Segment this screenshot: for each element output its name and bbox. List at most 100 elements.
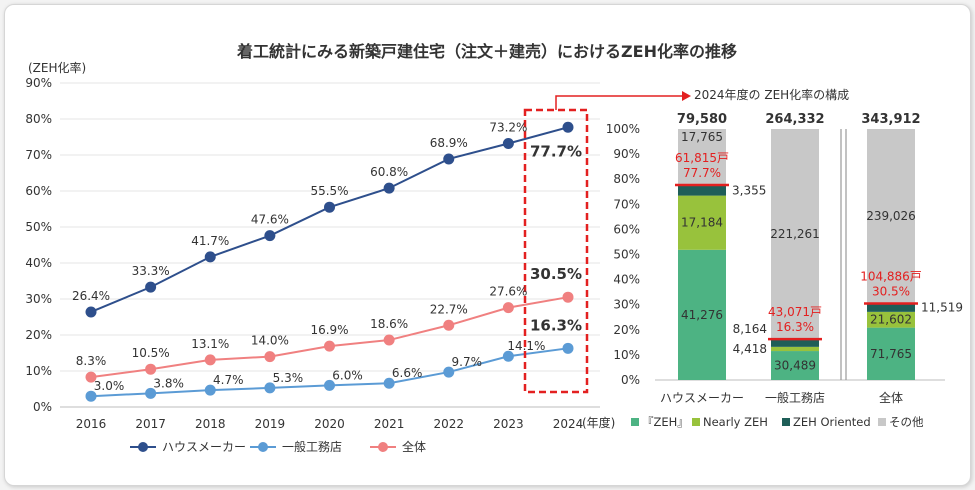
line-point-series-0 [145, 281, 157, 293]
line-data-label-series-1: 16.3% [530, 316, 582, 334]
line-legend-marker [378, 442, 388, 452]
line-chart-y-tick-label: 80% [25, 112, 52, 126]
line-legend-label: 全体 [402, 439, 426, 454]
zeh-count-annotation: 43,071戸 [768, 305, 822, 319]
chart-title: 着工統計にみる新築戸建住宅（注文＋建売）におけるZEH化率の推移 [236, 42, 737, 61]
line-data-label-series-0: 47.6% [251, 213, 289, 227]
line-data-label-series-2: 16.9% [310, 323, 348, 337]
bar-segment-label: 4,418 [733, 342, 767, 356]
highlight-2024-box [523, 108, 589, 394]
line-data-label-series-1: 5.3% [273, 371, 304, 385]
line-point-series-1 [383, 377, 395, 389]
bar-chart-y-tick-label: 90% [613, 147, 640, 161]
line-chart-x-tick-label: 2019 [255, 417, 286, 431]
line-point-series-0 [383, 182, 395, 194]
bar-segment-label: 3,355 [732, 183, 766, 197]
line-point-series-2 [264, 351, 276, 363]
bar-segment-2 [867, 303, 915, 312]
line-data-label-series-1: 4.7% [213, 373, 244, 387]
line-point-series-0 [443, 153, 455, 165]
bar-segment-0 [771, 351, 819, 380]
bar-chart-title: 2024年度の ZEH化率の構成 [694, 87, 849, 102]
bar-segment-label: 221,261 [770, 227, 820, 241]
line-data-label-series-0: 60.8% [370, 165, 408, 179]
bar-segment-3 [678, 129, 726, 186]
highlight-connector-line [555, 95, 682, 110]
line-data-label-series-1: 14.1% [507, 339, 545, 353]
bar-chart-y-tick-label: 50% [613, 248, 640, 262]
line-data-label-series-1: 6.0% [332, 368, 363, 382]
line-chart-y-tick-label: 30% [25, 292, 52, 306]
line-point-series-0 [204, 251, 216, 263]
line-point-series-2 [145, 363, 157, 375]
bar-segment-3 [867, 129, 915, 304]
line-data-label-series-0: 55.5% [310, 184, 348, 198]
line-chart-y-tick-label: 40% [25, 256, 52, 270]
line-data-label-series-2: 22.7% [430, 302, 468, 316]
bar-total-label: 264,332 [765, 112, 824, 127]
line-point-series-0 [264, 230, 276, 242]
line-data-label-series-1: 9.7% [452, 355, 483, 369]
line-chart-x-tick-label: 2021 [374, 417, 405, 431]
line-point-series-0 [324, 201, 335, 213]
bar-chart-y-tick-label: 60% [613, 222, 640, 236]
line-point-series-0 [562, 121, 574, 133]
bar-segment-label: 239,026 [866, 209, 916, 223]
line-chart-y-axis-label: (ZEH化率) [28, 60, 86, 75]
line-point-series-0 [502, 137, 514, 149]
line-point-series-1 [85, 390, 97, 402]
bar-segment-label: 21,602 [870, 313, 912, 327]
bar-chart-y-tick-label: 20% [613, 323, 640, 337]
bar-chart-y-tick-label: 10% [613, 348, 640, 362]
zeh-count-annotation: 61,815戸 [675, 151, 729, 165]
line-chart-x-tick-label: 2023 [493, 417, 524, 431]
bar-segment-2 [678, 185, 726, 196]
line-chart-y-tick-label: 20% [25, 328, 52, 342]
line-chart-y-tick-label: 10% [25, 364, 52, 378]
line-data-label-series-2: 13.1% [191, 337, 229, 351]
bar-legend-label: その他 [889, 415, 924, 429]
line-point-series-2 [85, 371, 97, 383]
line-data-label-series-2: 14.0% [251, 334, 289, 348]
line-chart-y-tick-label: 90% [25, 76, 52, 90]
line-legend-marker [258, 442, 268, 452]
line-data-label-series-0: 68.9% [430, 136, 468, 150]
line-point-series-2 [502, 302, 514, 314]
line-point-series-1 [443, 366, 455, 378]
line-data-label-series-1: 3.8% [153, 376, 184, 390]
line-data-label-series-2: 30.5% [530, 265, 582, 283]
bar-legend-swatch [692, 418, 700, 426]
line-legend-label: 一般工務店 [282, 439, 342, 454]
bar-legend-swatch [631, 418, 639, 426]
line-point-series-2 [443, 319, 455, 331]
bar-segment-0 [678, 249, 726, 380]
zeh-rate-annotation: 16.3% [776, 320, 814, 334]
line-data-label-series-0: 26.4% [72, 289, 110, 303]
line-point-series-1 [264, 382, 276, 394]
line-data-label-series-1: 6.6% [392, 366, 423, 380]
line-chart-x-tick-label: 2016 [76, 417, 107, 431]
bar-chart-y-tick-label: 70% [613, 197, 640, 211]
bar-segment-0 [867, 327, 915, 380]
line-data-label-series-2: 8.3% [76, 354, 107, 368]
line-point-series-1 [502, 350, 514, 362]
bar-chart-y-tick-label: 100% [606, 122, 640, 136]
bar-segment-1 [771, 346, 819, 352]
bar-total-label: 79,580 [677, 112, 727, 127]
line-chart-y-tick-label: 0% [33, 400, 52, 414]
line-data-label-series-2: 27.6% [489, 285, 527, 299]
bar-segment-label: 8,164 [733, 322, 767, 336]
line-data-label-series-0: 33.3% [132, 264, 170, 278]
bar-segment-label: 17,765 [681, 130, 723, 144]
zeh-rate-annotation: 77.7% [683, 166, 721, 180]
bar-segment-label: 11,519 [921, 301, 963, 315]
line-chart-y-tick-label: 70% [25, 148, 52, 162]
line-point-series-1 [204, 384, 216, 396]
bar-segment-1 [867, 311, 915, 328]
bar-chart-y-tick-label: 30% [613, 298, 640, 312]
line-chart-y-tick-label: 50% [25, 220, 52, 234]
bar-legend-label: ZEH Oriented [793, 415, 871, 429]
bar-category-label: ハウスメーカー [660, 391, 744, 405]
zeh-count-annotation: 104,886戸 [860, 269, 922, 283]
